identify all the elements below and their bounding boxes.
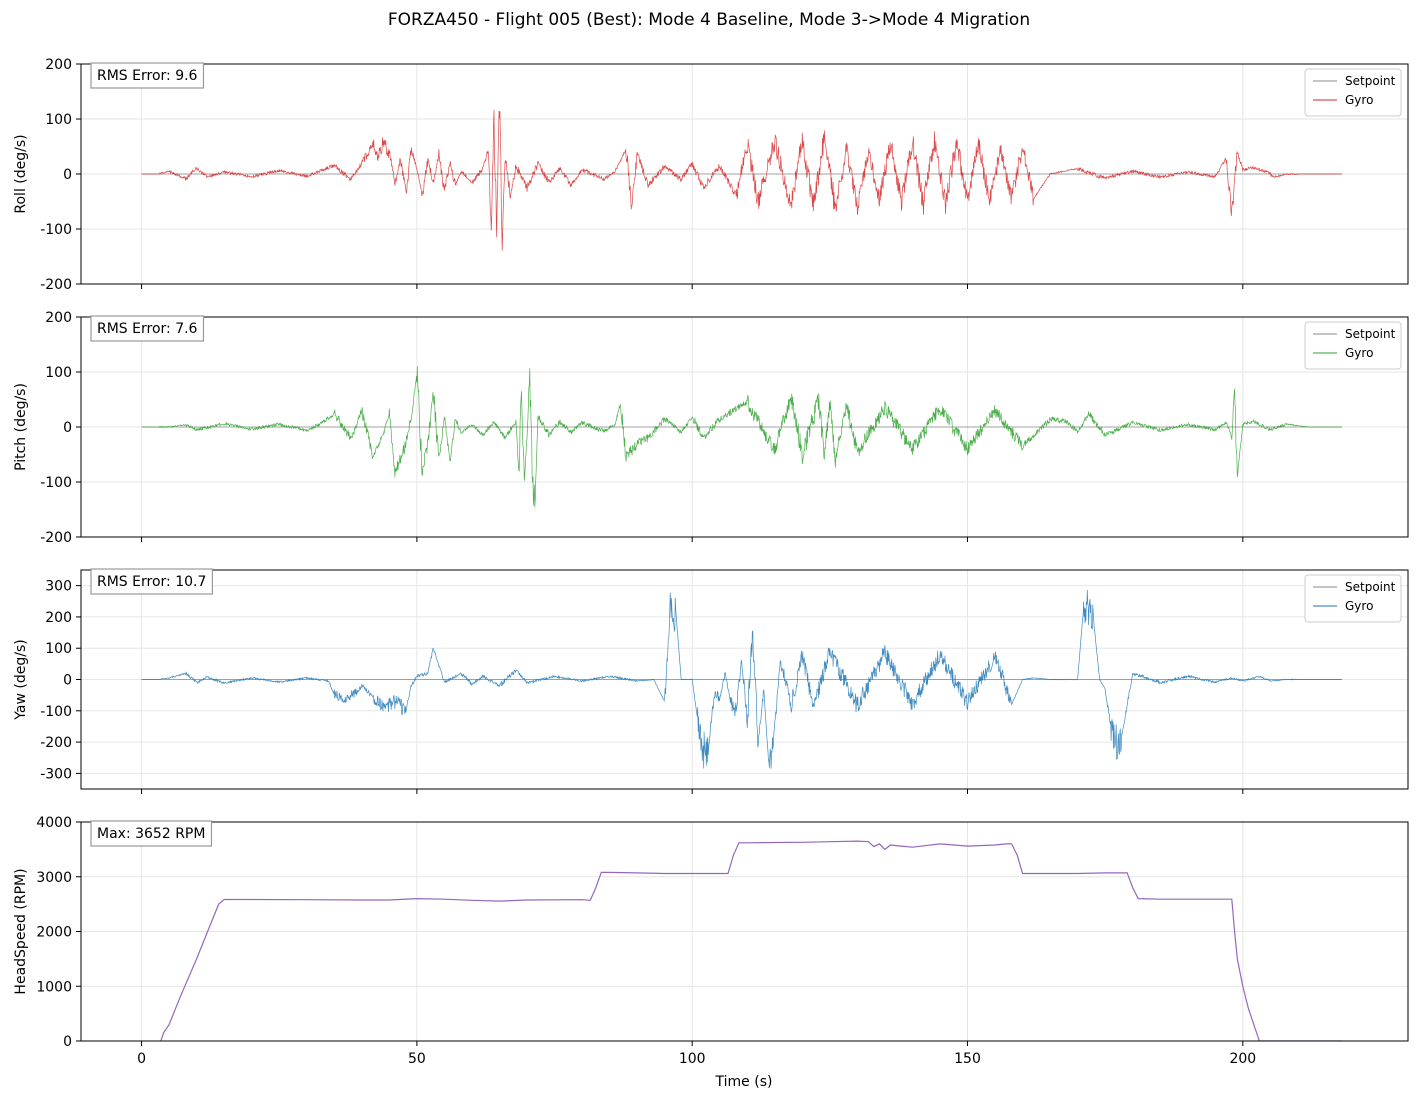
plot-area <box>141 589 1342 769</box>
legend-label: Setpoint <box>1345 327 1396 341</box>
y-axis-label: HeadSpeed (RPM) <box>13 868 29 994</box>
y-tick-label: 0 <box>63 420 72 436</box>
annotation-text: Max: 3652 RPM <box>97 826 205 842</box>
x-tick-label: 0 <box>137 1051 146 1067</box>
y-axis-label: Pitch (deg/s) <box>13 383 29 471</box>
annotation-frame <box>90 568 213 595</box>
series-gyro-line <box>141 589 1342 769</box>
legend-label: Gyro <box>1345 599 1373 613</box>
y-tick-label: 100 <box>45 641 72 657</box>
annotation-frame <box>90 315 205 342</box>
series-gyro-line <box>141 109 1342 251</box>
plot-area <box>141 366 1342 508</box>
annotation-box: RMS Error: 7.6 <box>90 315 205 342</box>
y-tick-label: 200 <box>45 57 72 73</box>
panel-2: -200 -100 0 100 200 Pitch (deg/s) RMS Error: 7… <box>13 310 1409 546</box>
y-tick-label: -200 <box>40 530 72 546</box>
x-tick-label: 200 <box>1229 1051 1256 1067</box>
y-tick-label: 300 <box>45 579 72 595</box>
annotation-text: RMS Error: 7.6 <box>97 321 198 337</box>
annotation-box: RMS Error: 9.6 <box>90 62 205 89</box>
x-tick-label: 150 <box>954 1051 981 1067</box>
y-tick-label: -100 <box>40 222 72 238</box>
plot-area <box>160 840 1342 1041</box>
y-tick-label: 0 <box>63 673 72 689</box>
annotation-frame <box>90 62 205 89</box>
grid <box>81 821 1408 1042</box>
legend-label: Gyro <box>1345 346 1373 360</box>
chart-title: FORZA450 - Flight 005 (Best): Mode 4 Bas… <box>388 10 1030 30</box>
y-tick-label: 1000 <box>36 979 72 995</box>
y-tick-label: 3000 <box>36 870 72 886</box>
y-tick-label: 4000 <box>36 815 72 831</box>
annotation-text: RMS Error: 10.7 <box>97 574 206 590</box>
y-tick-label: 0 <box>63 167 72 183</box>
plot-area <box>141 109 1342 251</box>
x-tick-label: 100 <box>679 1051 706 1067</box>
legend: Setpoint Gyro <box>1304 574 1402 623</box>
chart-panels: -200 -100 0 100 200 Roll (deg/s) RMS Error: 9.… <box>13 57 1409 1067</box>
legend-label: Setpoint <box>1345 74 1396 88</box>
y-axis-label: Roll (deg/s) <box>13 134 29 213</box>
panel-1: -200 -100 0 100 200 Roll (deg/s) RMS Error: 9.… <box>13 57 1409 293</box>
x-axis-label: Time (s) <box>715 1074 773 1090</box>
series-headspeed-line <box>160 840 1342 1041</box>
annotation-text: RMS Error: 9.6 <box>97 68 198 84</box>
y-tick-label: -200 <box>40 277 72 293</box>
y-tick-label: 200 <box>45 310 72 326</box>
legend: Setpoint Gyro <box>1304 68 1402 117</box>
legend-label: Setpoint <box>1345 580 1396 594</box>
annotation-box: Max: 3652 RPM <box>90 820 213 847</box>
y-tick-label: -300 <box>40 766 72 782</box>
x-tick-label: 50 <box>408 1051 426 1067</box>
y-tick-label: 100 <box>45 365 72 381</box>
y-tick-label: 2000 <box>36 925 72 941</box>
annotation-frame <box>90 820 213 847</box>
y-tick-label: 0 <box>63 1034 72 1050</box>
legend: Setpoint Gyro <box>1304 321 1402 370</box>
panel-3: -300 -200 -100 0 100 200 300 Yaw (deg/s) RMS Err… <box>13 568 1409 794</box>
y-tick-label: -200 <box>40 735 72 751</box>
y-tick-label: -100 <box>40 704 72 720</box>
annotation-box: RMS Error: 10.7 <box>90 568 213 595</box>
y-tick-label: 100 <box>45 112 72 128</box>
y-tick-label: -100 <box>40 475 72 491</box>
y-axis-label: Yaw (deg/s) <box>13 639 29 720</box>
series-gyro-line <box>141 366 1342 508</box>
y-tick-label: 200 <box>45 610 72 626</box>
legend-label: Gyro <box>1345 93 1373 107</box>
